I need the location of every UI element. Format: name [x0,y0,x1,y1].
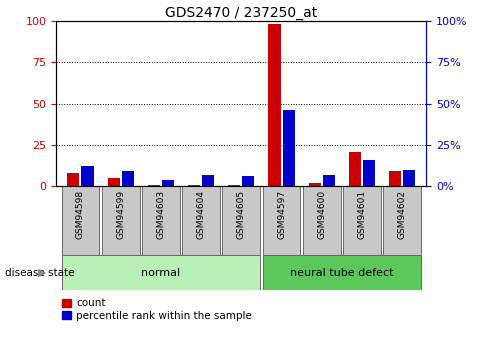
Bar [303,186,341,255]
Text: GSM94601: GSM94601 [358,190,367,239]
Bar [349,151,361,186]
Bar [363,160,375,186]
Bar [403,170,415,186]
Bar [343,186,381,255]
Legend: count, percentile rank within the sample: count, percentile rank within the sample [62,298,252,321]
Bar [309,183,321,186]
Bar [222,186,260,255]
Bar [182,186,220,255]
Bar [263,186,300,255]
Text: GSM94605: GSM94605 [237,190,246,239]
Text: normal: normal [141,268,180,277]
Bar [188,185,200,186]
Bar [389,171,401,186]
Text: ▶: ▶ [38,268,47,277]
Bar [81,166,94,186]
Bar [142,186,180,255]
Bar [202,175,214,186]
Title: GDS2470 / 237250_at: GDS2470 / 237250_at [165,6,318,20]
Text: GSM94598: GSM94598 [76,190,85,239]
Text: GSM94600: GSM94600 [317,190,326,239]
Bar [269,24,281,186]
Text: GSM94603: GSM94603 [156,190,166,239]
Text: GSM94597: GSM94597 [277,190,286,239]
Bar [263,255,421,290]
Bar [102,186,140,255]
Text: GSM94599: GSM94599 [116,190,125,239]
Bar [62,186,99,255]
Text: GSM94602: GSM94602 [398,190,407,239]
Bar [68,173,79,186]
Bar [228,185,240,186]
Text: GSM94604: GSM94604 [196,190,206,239]
Bar [323,175,335,186]
Text: disease state: disease state [5,268,74,277]
Bar [283,110,294,186]
Bar [243,176,254,186]
Bar [62,255,260,290]
Text: neural tube defect: neural tube defect [290,268,393,277]
Bar [162,180,174,186]
Bar [383,186,421,255]
Bar [122,171,134,186]
Bar [108,178,120,186]
